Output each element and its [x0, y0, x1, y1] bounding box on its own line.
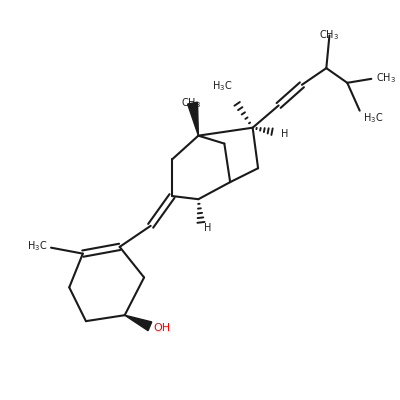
Text: H: H: [204, 223, 212, 233]
Polygon shape: [125, 315, 152, 331]
Text: CH$_3$: CH$_3$: [181, 96, 201, 110]
Text: CH$_3$: CH$_3$: [320, 28, 340, 42]
Text: H$_3$C: H$_3$C: [363, 111, 383, 125]
Text: H$_3$C: H$_3$C: [27, 239, 47, 252]
Text: OH: OH: [154, 323, 171, 333]
Text: H: H: [280, 129, 288, 139]
Polygon shape: [188, 102, 198, 136]
Text: H$_3$C: H$_3$C: [212, 79, 232, 93]
Text: CH$_3$: CH$_3$: [376, 71, 396, 84]
